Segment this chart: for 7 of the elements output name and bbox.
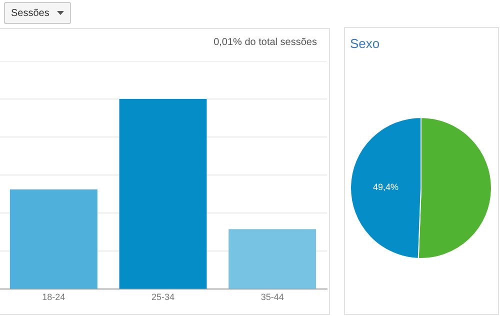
text: Sessões (11, 8, 50, 18)
chart-title: Sexo (350, 36, 380, 51)
x-tick-label: 35-44 (260, 292, 284, 302)
x-tick-label: 25-34 (151, 292, 175, 302)
text: 0,01% do total sessões (214, 37, 317, 48)
x-tick-label: 18-24 (42, 292, 66, 302)
data-label: 49,4% (372, 182, 399, 192)
